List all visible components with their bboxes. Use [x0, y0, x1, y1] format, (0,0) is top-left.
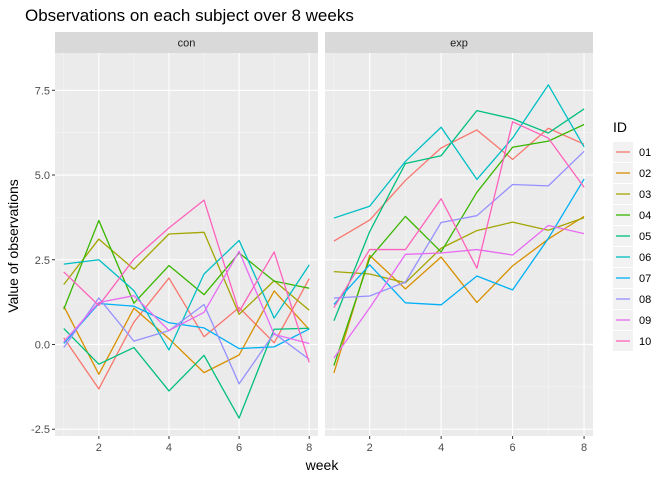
series-line-con-06 [63, 239, 310, 351]
series-line-exp-02 [333, 215, 585, 374]
series-line-exp-05 [333, 108, 585, 322]
facet-strip-label: exp [450, 38, 468, 50]
series-line-con-09 [63, 250, 310, 345]
series-line-exp-04 [333, 123, 585, 366]
legend-label: 03 [639, 189, 651, 201]
series-line-con-07 [63, 302, 310, 350]
series-line-exp-10 [333, 121, 585, 308]
y-axis-title: Value of observations [5, 179, 21, 313]
y-tick-label: -2.5 [31, 424, 50, 436]
series-line-exp-08 [333, 150, 585, 299]
legend-item-10: 10 [613, 331, 651, 351]
x-tick-label: 8 [306, 442, 312, 454]
legend-item-09: 09 [613, 310, 651, 330]
y-tick-label: 0.0 [35, 339, 50, 351]
legend-item-04: 04 [613, 205, 651, 225]
legend-item-06: 06 [613, 247, 651, 267]
series-line-exp-09 [333, 224, 585, 359]
y-tick-label: 2.5 [35, 255, 50, 267]
legend-label: 08 [639, 294, 651, 306]
x-tick-label: 4 [166, 442, 172, 454]
facet-strip [325, 32, 593, 53]
x-tick-label: 2 [96, 442, 102, 454]
x-axis-title: week [305, 457, 340, 473]
legend-item-03: 03 [613, 184, 651, 204]
y-tick-label: 7.5 [35, 85, 50, 97]
legend-item-02: 02 [613, 163, 651, 183]
legend-item-05: 05 [613, 226, 651, 246]
legend-label: 01 [639, 147, 651, 159]
series-line-con-02 [63, 290, 310, 375]
series-line-exp-01 [333, 127, 585, 242]
panel-exp: exp 2 4 6 8 [325, 32, 593, 454]
x-tick-label: 6 [510, 442, 516, 454]
legend-item-08: 08 [613, 289, 651, 309]
series-line-con-08 [63, 297, 310, 385]
series-line-exp-06 [333, 84, 585, 219]
facet-strip [55, 32, 318, 53]
series-line-con-03 [63, 231, 310, 315]
series-line-con-10 [63, 199, 310, 363]
legend-label: 04 [639, 210, 651, 222]
y-tick-label: 5.0 [35, 170, 50, 182]
x-tick-label: 6 [236, 442, 242, 454]
panels: con 2 4 6 8 -2.5 0.0 2.5 5.0 7.5 exp 2 4 6 8 [31, 32, 593, 454]
x-tick-label: 2 [367, 442, 373, 454]
series-line-exp-03 [333, 217, 585, 284]
chart-title: Observations on each subject over 8 week… [25, 6, 354, 25]
facet-strip-label: con [178, 38, 196, 50]
legend-label: 05 [639, 231, 651, 243]
panel-con: con 2 4 6 8 -2.5 0.0 2.5 5.0 7.5 [31, 32, 318, 454]
x-tick-label: 4 [438, 442, 444, 454]
series-line-con-01 [63, 277, 310, 390]
series-line-exp-07 [333, 178, 585, 306]
legend-label: 09 [639, 315, 651, 327]
legend-title: ID [613, 119, 627, 135]
legend-item-07: 07 [613, 268, 651, 288]
series-line-con-04 [63, 219, 310, 310]
series-line-con-05 [63, 327, 310, 419]
legend-item-01: 01 [613, 142, 651, 162]
legend-label: 07 [639, 273, 651, 285]
legend-label: 06 [639, 252, 651, 264]
legend: ID 01 02 03 04 05 06 07 08 09 10 [613, 119, 651, 351]
legend-label: 02 [639, 168, 651, 180]
legend-label: 10 [639, 336, 651, 348]
x-tick-label: 8 [581, 442, 587, 454]
